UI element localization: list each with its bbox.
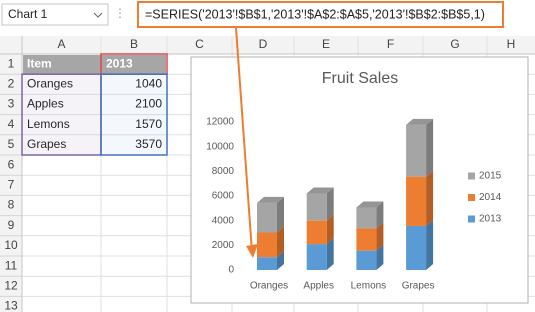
row-header: 3 [8,97,15,111]
column-header: G [450,37,459,51]
column-header-bg [0,36,535,54]
values-range [100,73,168,156]
row-header: 11 [5,258,18,272]
bar-side [426,118,434,177]
bar [356,250,377,270]
x-tick-label: Grapes [402,281,435,292]
category-range [21,73,102,156]
bar-side [326,238,334,270]
row-header: 4 [8,117,15,131]
column-header: F [387,37,394,51]
row-header: 13 [4,299,18,312]
callout-arrow [235,27,253,253]
column-header: E [322,37,330,51]
row-header: 12 [4,278,18,292]
bar-side [426,170,434,226]
cell: 1570 [135,117,162,131]
row-header: 5 [8,137,15,151]
x-tick-label: Lemons [351,281,387,292]
legend-label: 2013 [479,214,502,225]
name-box[interactable] [1,3,109,26]
y-tick-label: 12000 [206,117,234,128]
bar-side [277,196,284,233]
header-fill [23,55,166,75]
column-header: H [507,37,516,51]
bar [306,244,327,270]
column-header: D [259,37,268,51]
bar-side [376,244,384,270]
bar [306,193,327,221]
cell: Apples [27,97,64,111]
bar-side [376,222,384,251]
column-header: C [195,37,204,51]
legend-swatch [468,194,475,201]
bar [257,232,277,258]
legend-swatch [468,215,475,223]
column-header: A [57,37,65,51]
bar [306,220,327,245]
bar-top [406,118,434,125]
legend-label: 2014 [479,192,502,203]
cell: Oranges [27,76,73,90]
row-header-bg [0,54,22,312]
cell: 2013 [106,56,133,70]
bar [356,207,377,229]
row-header: 2 [8,76,15,90]
y-tick-label: 10000 [206,141,234,152]
y-tick-label: 4000 [212,215,235,226]
bar-side [277,251,284,270]
x-tick-label: Apples [303,281,334,292]
row-header: 6 [8,157,15,171]
column-header: B [130,37,138,51]
y-tick-label: 0 [228,265,234,276]
separator: ⋮ [114,6,126,20]
bar-side [326,187,334,221]
bar-side [376,201,384,229]
legend-label: 2015 [479,171,502,182]
y-tick-label: 2000 [212,240,235,251]
bar-side [426,219,434,270]
y-tick-label: 8000 [212,166,235,177]
formula-text: =SERIES('2013'!$B$1,'2013'!$A$2:$A$5,'20… [145,7,485,21]
bar [406,124,427,177]
row-header: 1 [8,56,15,70]
row-header: 8 [8,198,15,212]
x-tick-label: Oranges [250,281,288,292]
bar-top [257,196,284,203]
bar-top [356,201,384,208]
bar-side [277,226,284,258]
cell: 1040 [135,76,162,90]
formula-box[interactable] [137,1,504,28]
bar [257,257,277,270]
cell: 3570 [135,137,162,151]
chart-title: Fruit Sales [322,70,398,87]
callout-arrowhead [246,244,258,258]
cell: Grapes [27,137,66,151]
legend-swatch [468,172,475,180]
cell: Lemons [27,117,70,131]
y-tick-label: 6000 [212,191,235,202]
cell: Item [27,56,52,70]
bar [257,202,277,233]
row-header: 7 [8,177,15,191]
bar-top [306,187,334,194]
row-header: 9 [8,218,15,232]
name-box-text: Chart 1 [8,7,48,21]
row-header: 10 [4,238,18,252]
bar [406,176,427,226]
dropdown-arrow[interactable] [93,12,103,18]
cell: 2100 [135,97,162,111]
bar [356,228,377,251]
bar-side [326,214,334,245]
bar [406,225,427,270]
